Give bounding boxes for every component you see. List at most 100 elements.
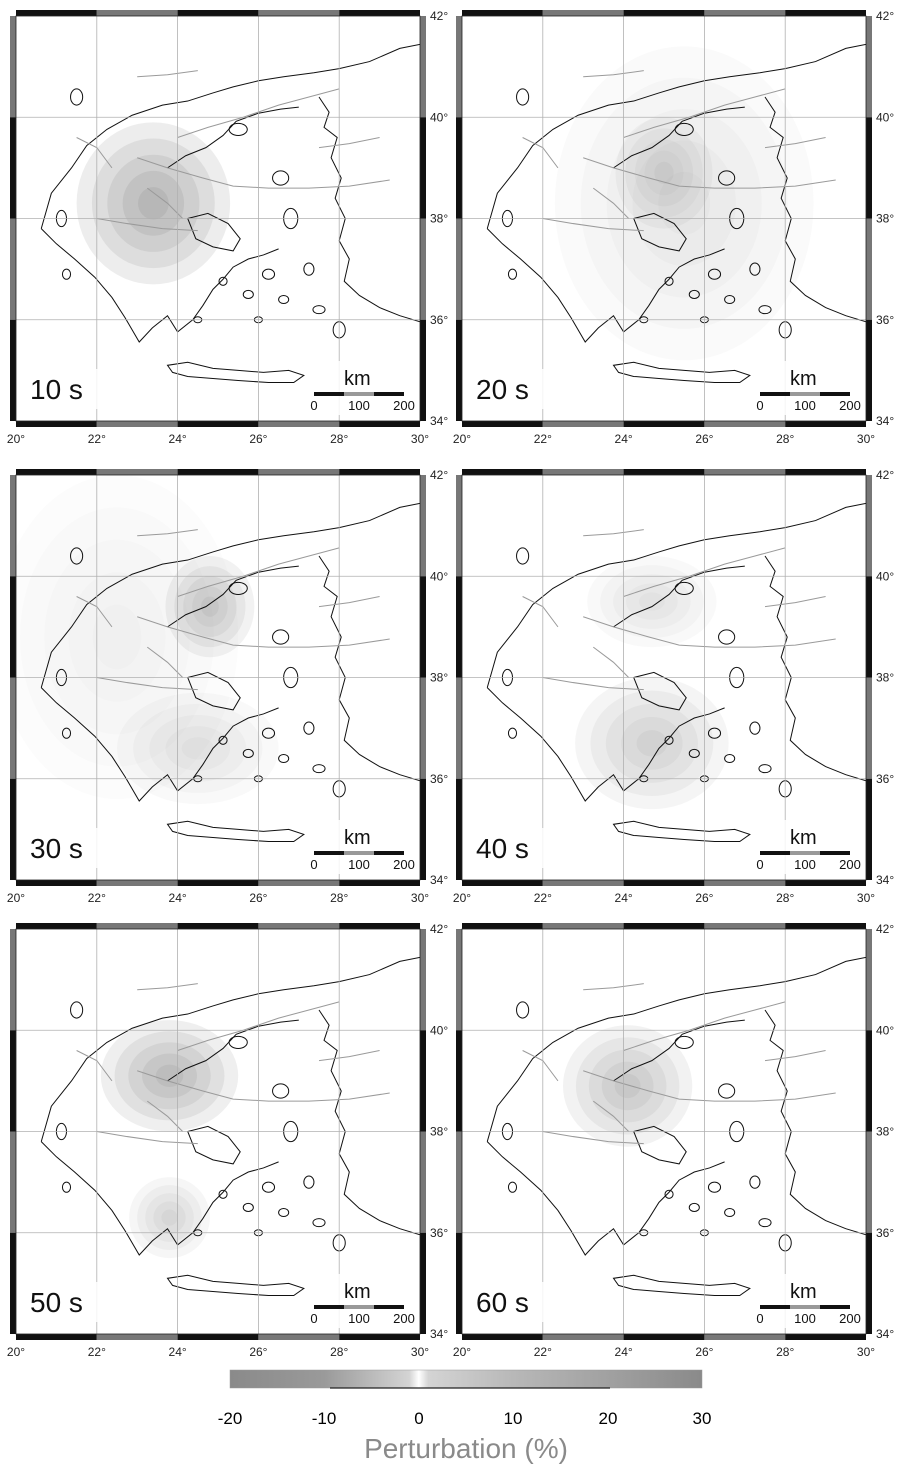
anomaly-contour [155, 1064, 184, 1087]
frame-segment [420, 117, 426, 219]
frame-border [15, 15, 421, 422]
lat-tick-label: 42° [430, 9, 448, 23]
frame-segment [339, 880, 420, 886]
scale-bar-segment [314, 1305, 344, 1309]
anomaly-contour [149, 714, 247, 782]
frame-segment [339, 923, 420, 929]
map-frame [10, 469, 426, 886]
panel-label: 40 s [476, 833, 529, 864]
anomaly-contour [626, 583, 678, 620]
frame-segment [866, 475, 872, 577]
scale-bar-segment [760, 851, 790, 855]
frame-segment [456, 16, 462, 118]
scale-bar-tick: 200 [839, 398, 861, 413]
panel-label: 60 s [476, 1287, 529, 1318]
anomaly-contour [145, 1193, 194, 1242]
lat-tick-label: 36° [430, 313, 448, 327]
frame-segment [462, 421, 543, 427]
anomaly-contour [587, 556, 717, 648]
scale-bar-backdrop [310, 1274, 414, 1328]
anomaly-contour [93, 605, 141, 670]
lon-tick-label: 24° [615, 891, 633, 905]
scale-bar-unit: km [344, 827, 371, 849]
lon-tick-label: 20° [7, 891, 25, 905]
lon-tick-label: 20° [453, 432, 471, 446]
frame-segment [10, 929, 16, 1031]
frame-segment [10, 117, 16, 219]
anomaly-contour [183, 576, 237, 637]
frame-segment [542, 923, 624, 929]
frame-segment [420, 1030, 426, 1132]
scale-bar-segment [760, 1305, 790, 1309]
frame-segment [10, 677, 16, 779]
scale-bar-segment [374, 392, 404, 396]
frame-segment [542, 10, 624, 16]
scale-bar-backdrop [756, 361, 860, 415]
frame-border [15, 474, 421, 881]
scale-bar-tick: 0 [310, 1311, 317, 1326]
lon-tick-label: 24° [615, 1345, 633, 1359]
lat-tick-label: 34° [430, 873, 448, 887]
lon-tick-label: 26° [695, 432, 713, 446]
lon-tick-label: 30° [411, 891, 429, 905]
scale-bar-tick: 100 [348, 857, 370, 872]
frame-segment [704, 421, 786, 427]
scale-bar-segment [344, 851, 374, 855]
frame-segment [10, 576, 16, 678]
frame-segment [177, 880, 259, 886]
frame-segment [420, 319, 426, 421]
anomaly-contour [91, 138, 215, 269]
gridlines [462, 16, 866, 421]
frame-segment [420, 929, 426, 1031]
frame-segment [420, 576, 426, 678]
lat-tick-label: 42° [876, 922, 894, 936]
map-panel: 20° 22° 24° 26° 28° 30°34° 36° 38° 40° 42° 10 s km 0… [7, 9, 448, 446]
lon-tick-label: 30° [411, 432, 429, 446]
scale-bar-tick: 200 [393, 1311, 415, 1326]
anomaly-contour [636, 730, 668, 757]
panel-label: 20 s [476, 374, 529, 405]
anomaly-field [93, 556, 279, 805]
map-frame [10, 923, 426, 1340]
lon-tick-label: 24° [615, 432, 633, 446]
frame-segment [456, 218, 462, 320]
frame-segment [16, 1334, 97, 1340]
lon-tick-label: 30° [411, 1345, 429, 1359]
anomaly-contour [142, 1053, 197, 1099]
lat-tick-label: 36° [876, 1226, 894, 1240]
panel-label: 50 s [30, 1287, 83, 1318]
frame-segment [542, 880, 624, 886]
scale-bar-segment [314, 392, 344, 396]
colorbar-tick-label: 20 [599, 1409, 618, 1428]
colorbar-gradient [229, 1369, 703, 1389]
frame-segment [456, 319, 462, 421]
frame-segment [456, 576, 462, 678]
scale-bar-backdrop [310, 820, 414, 874]
frame-segment [10, 1030, 16, 1132]
frame-segment [542, 421, 624, 427]
frame-segment [785, 421, 866, 427]
anomaly-contour [201, 596, 219, 617]
frame-segment [462, 880, 543, 886]
frame-segment [456, 1131, 462, 1233]
lon-tick-label: 28° [776, 1345, 794, 1359]
anomaly-contour [129, 1177, 210, 1259]
scale-bar-segment [820, 851, 850, 855]
lat-tick-label: 40° [876, 110, 894, 124]
frame-segment [258, 923, 340, 929]
frame-segment [456, 117, 462, 219]
frame-segment [866, 778, 872, 880]
colorbar-tick-label: 0 [414, 1409, 423, 1428]
gridlines [462, 475, 866, 880]
scale-bar-backdrop [756, 1274, 860, 1328]
lon-tick-label: 30° [857, 432, 875, 446]
lat-tick-label: 40° [430, 1023, 448, 1037]
lat-tick-label: 40° [876, 1023, 894, 1037]
frame-segment [16, 10, 97, 16]
anomaly-contour [76, 122, 231, 285]
colorbar-tick-label: -20 [218, 1409, 243, 1428]
anomaly-contour [161, 1209, 178, 1226]
gridlines [462, 929, 866, 1334]
anomaly-contour [117, 692, 279, 805]
lat-tick-label: 38° [876, 1125, 894, 1139]
